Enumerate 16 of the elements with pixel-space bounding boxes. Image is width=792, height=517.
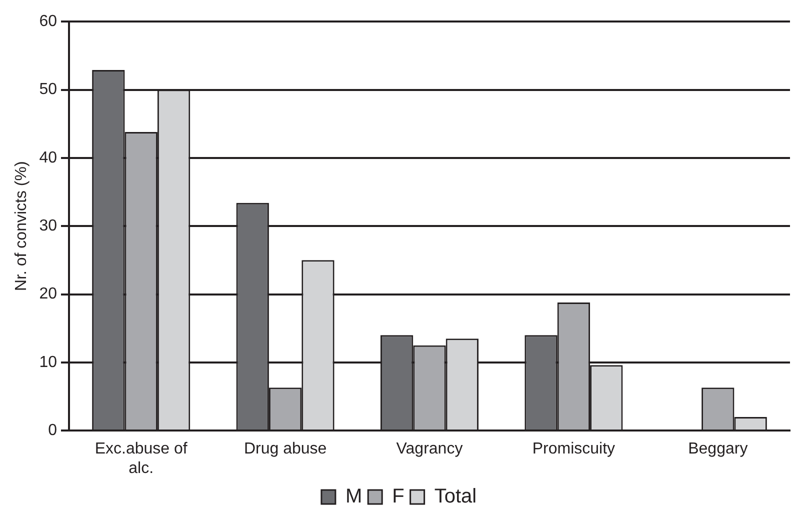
x-tick-label: Vagrancy: [396, 440, 463, 458]
legend-label: F: [392, 486, 404, 508]
y-tick-label: 10: [39, 354, 58, 371]
x-tick-label: Exc.abuse of alc.: [94, 440, 188, 477]
legend-label: M: [345, 486, 362, 508]
x-tick-label: Drug abuse: [244, 440, 327, 458]
y-tick-label: 0: [48, 422, 58, 440]
y-tick-label: 30: [39, 218, 58, 235]
y-tick-label: 20: [39, 286, 58, 303]
y-tick-label: 40: [39, 149, 58, 166]
x-tick-label: Beggary: [688, 440, 748, 458]
y-tick-label: 50: [39, 81, 58, 98]
y-axis-title: Nr. of convicts (%): [13, 161, 30, 292]
y-tick-label: 60: [39, 13, 58, 30]
x-tick-label: Promiscuity: [532, 440, 616, 458]
legend-label: Total: [434, 486, 477, 508]
